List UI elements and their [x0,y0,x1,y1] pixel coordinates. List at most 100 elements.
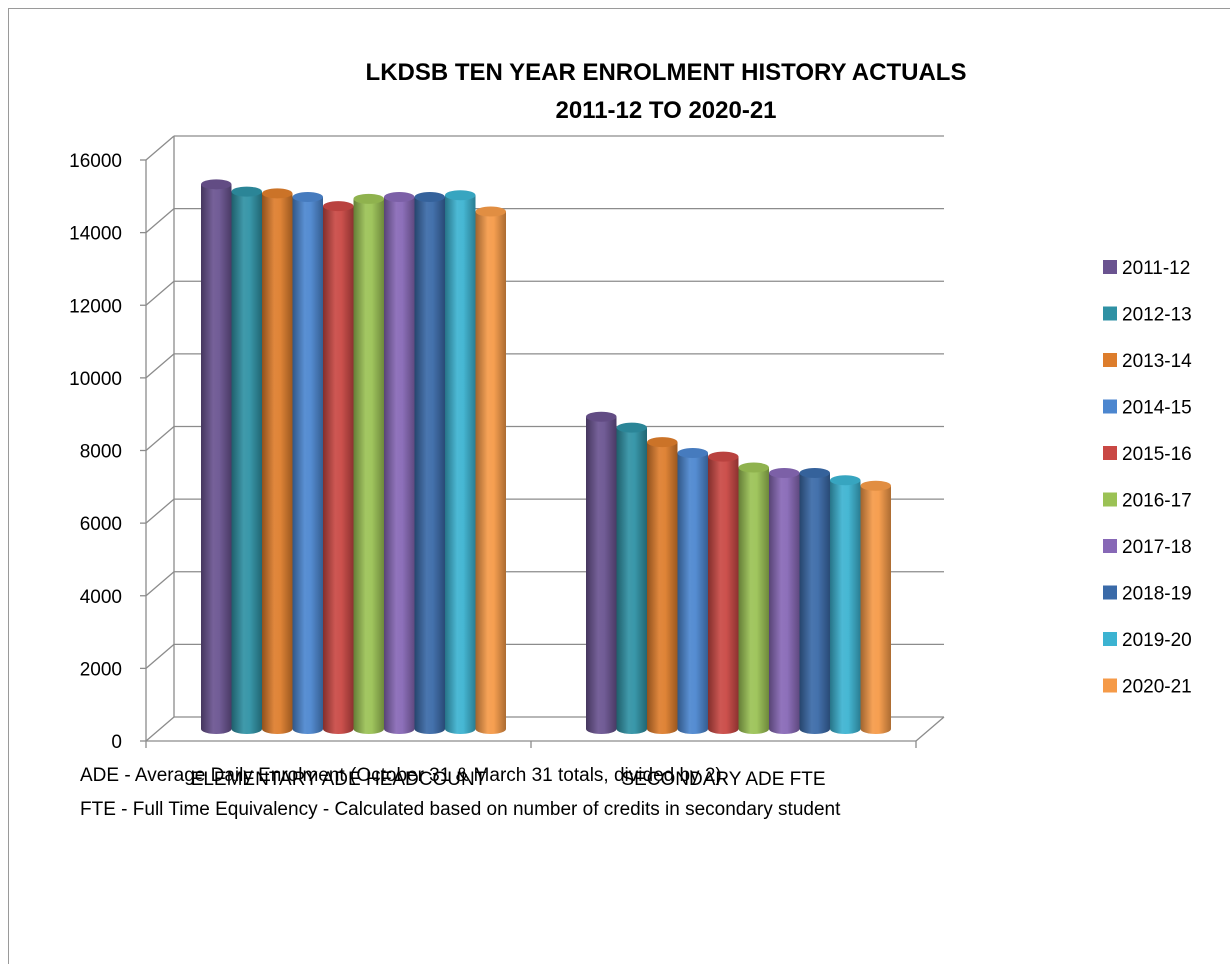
bar-body [769,472,800,734]
bar-top [353,193,384,204]
gridline-depth [145,208,175,234]
legend-swatch [1103,353,1117,367]
bar-body [647,442,678,734]
legend-item: 2015-16 [1103,444,1192,465]
bar-top [201,179,232,190]
bar-top [475,206,506,217]
x-tick-label: ELEMENTARY ADE HEADCOUNT [191,769,487,790]
bar-top [445,190,476,201]
bar [586,411,617,734]
bar [353,193,384,734]
bar-top [231,186,262,197]
legend-swatch [1103,585,1117,600]
legend-label: 2018-19 [1122,584,1192,605]
legend-item: 2014-15 [1103,398,1192,419]
bar-top [384,192,415,203]
bar [262,188,293,734]
bar-body [738,467,769,734]
gridline-depth [145,571,175,597]
legend-swatch [1103,306,1117,321]
bar-top [262,188,293,199]
legend-swatch [1103,399,1117,414]
legend-label: 2020-21 [1122,677,1192,698]
legend-item: 2011-12 [1103,258,1190,279]
legend-label: 2013-14 [1122,351,1192,372]
y-tick-label: 16000 [69,151,122,172]
bar-body [830,480,861,734]
bar-body [475,211,506,734]
bar-body [201,184,232,734]
bar [616,422,647,734]
legend-swatch [1103,539,1117,553]
legend-label: 2019-20 [1122,630,1192,651]
bar-body [860,485,891,734]
legend-item: 2020-21 [1103,677,1192,698]
floor-edge [915,716,945,742]
bar-top [738,462,769,473]
y-tick-label: 0 [111,732,122,753]
gridline-depth [145,643,175,669]
bars [201,179,891,735]
bar [414,192,445,735]
bar-top [323,201,354,212]
legend-label: 2012-13 [1122,305,1192,326]
gridline-depth [145,135,175,161]
bar [231,186,262,734]
bar-top [708,451,739,462]
bar-top [769,467,800,478]
chart-title-line-1: LKDSB TEN YEAR ENROLMENT HISTORY ACTUALS [366,59,967,86]
y-tick-label: 2000 [80,659,122,680]
legend-label: 2015-16 [1122,444,1192,465]
bar-body [262,193,293,734]
legend-label: 2014-15 [1122,398,1192,419]
y-tick-label: 12000 [69,296,122,317]
bar-top [414,192,445,203]
y-tick-label: 8000 [80,442,122,463]
bar-body [414,197,445,735]
legend-label: 2011-12 [1122,258,1190,279]
gridline-depth [145,280,175,306]
legend-swatch [1103,632,1117,646]
legend-item: 2012-13 [1103,305,1192,326]
bar-body [586,416,617,734]
x-tick-label: SECONDARY ADE FTE [621,769,825,790]
bar-body [445,195,476,735]
bar [292,192,323,735]
note-fte: FTE - Full Time Equivalency - Calculated… [80,799,841,820]
bar-body [677,453,708,734]
axes: 0 2000 4000 6000 8000 10000 12000 14000 16000 ELE… [69,136,945,790]
bar-body [323,206,354,735]
bar-top [677,448,708,459]
gridline-depth [145,716,175,742]
legend: 2011-12 2012-13 2013-14 2014-15 2015-16 2016-… [1103,258,1192,698]
legend-item: 2018-19 [1103,584,1192,605]
legend-item: 2019-20 [1103,630,1192,651]
bar [677,448,708,734]
bar [647,437,678,734]
y-tick-label: 14000 [69,224,122,245]
y-tick-label: 4000 [80,587,122,608]
gridline-depth [145,426,175,451]
bar [830,475,861,734]
bar-top [647,437,678,448]
bar [769,467,800,734]
bar-top [860,480,891,491]
bar [860,480,891,734]
legend-label: 2017-18 [1122,537,1192,558]
note-ade: ADE - Average Daily Enrolment (October 3… [80,765,728,786]
bar [738,462,769,734]
chart-title-line-2: 2011-12 TO 2020-21 [555,97,776,124]
gridline-depth [145,353,175,379]
y-tick-label: 10000 [69,369,122,390]
bar-body [708,456,739,734]
bar [201,179,232,734]
legend-swatch [1103,678,1117,693]
legend-swatch [1103,446,1117,460]
bar-top [616,422,647,433]
bar [799,467,830,734]
legend-swatch [1103,260,1117,274]
legend-item: 2013-14 [1103,351,1192,372]
legend-item: 2017-18 [1103,537,1192,558]
chart-title: LKDSB TEN YEAR ENROLMENT HISTORY ACTUALS… [366,59,967,124]
